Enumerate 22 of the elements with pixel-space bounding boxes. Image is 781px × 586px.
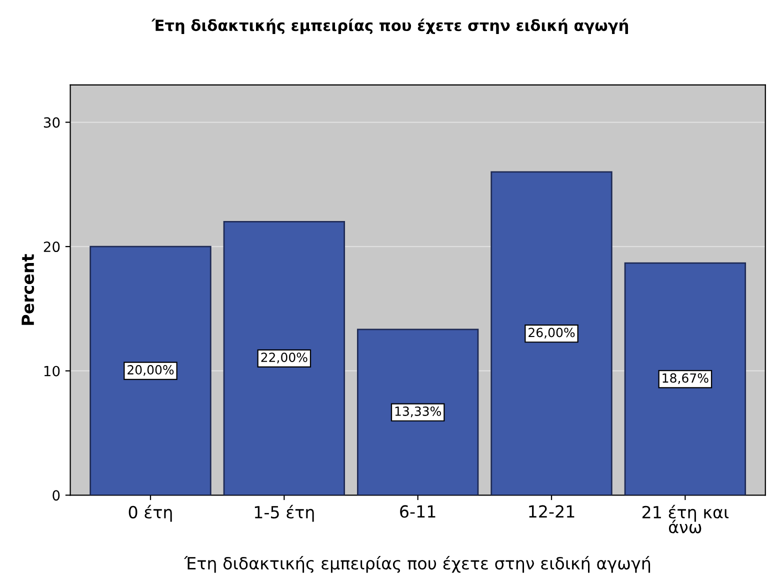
bar [90, 246, 212, 496]
bar [223, 221, 346, 496]
chart-title: Έτη διδακτικής εμπειρίας που έχετε στην ειδική αγωγή [151, 18, 628, 34]
y-tick-label: 20 [44, 242, 60, 252]
data-label: 20,00% [128, 365, 174, 376]
x-tick-label: 21 έτη και άνω [642, 504, 729, 534]
data-label: 13,33% [395, 406, 441, 418]
bar [356, 328, 479, 496]
x-tick-label: 0 έτη [128, 504, 172, 522]
bar [490, 171, 612, 496]
bar [624, 262, 746, 496]
x-tick-label: 1-5 έτη [254, 504, 314, 522]
y-tick-label: 30 [44, 117, 60, 128]
data-label: 18,67% [662, 373, 708, 384]
y-tick-label: 10 [44, 366, 60, 376]
y-tick-label: 0 [52, 490, 60, 501]
x-tick-label: 6-11 [400, 505, 436, 518]
y-axis-title: Percent [22, 254, 34, 325]
data-label: 22,00% [261, 352, 308, 364]
data-label: 26,00% [528, 328, 575, 338]
x-tick-label: 12-21 [529, 505, 574, 518]
x-axis-title: Έτη διδακτικής εμπειρίας που έχετε στην ειδική αγωγή [184, 556, 650, 573]
